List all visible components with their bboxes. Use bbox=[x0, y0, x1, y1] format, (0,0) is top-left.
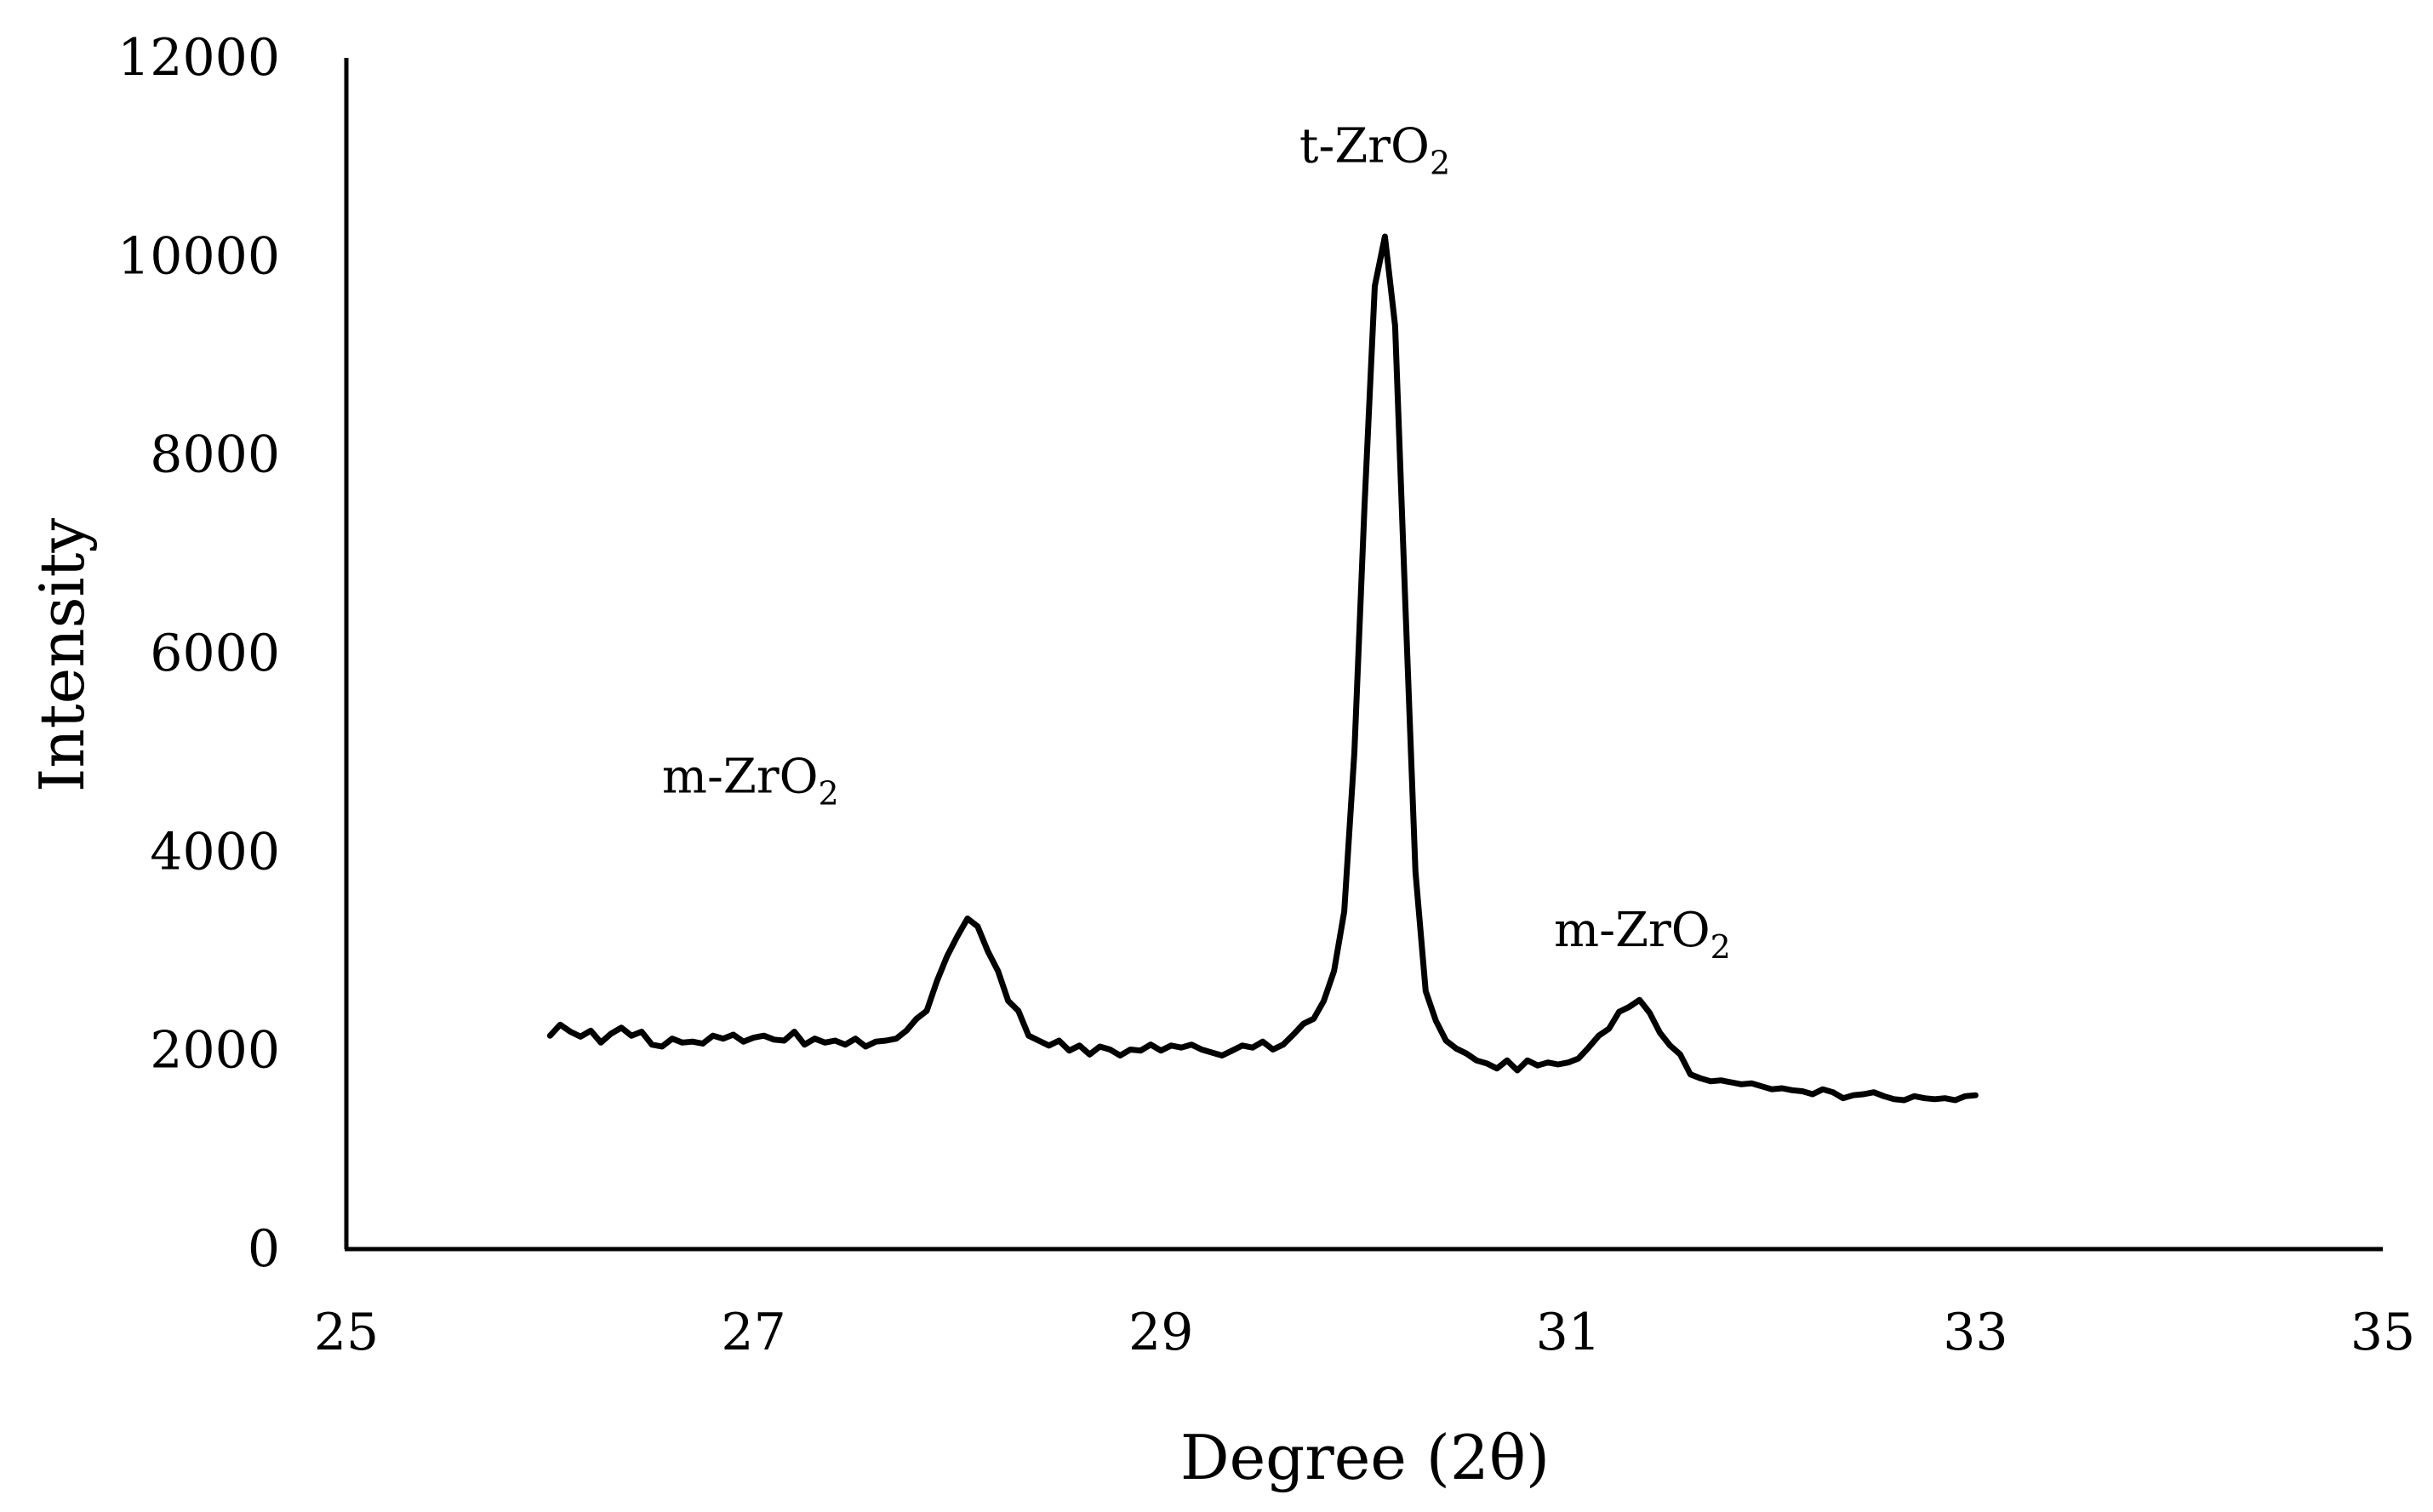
y-tick-label: 2000 bbox=[150, 1021, 280, 1081]
peak-annotation: t-ZrO2 bbox=[1299, 119, 1450, 182]
y-tick-label: 12000 bbox=[117, 28, 280, 88]
x-axis-title: Degree (2θ) bbox=[1180, 1422, 1550, 1493]
series-line bbox=[546, 233, 1979, 1104]
x-tick-label: 35 bbox=[2350, 1303, 2415, 1362]
x-tick-labels: 25 27 29 31 33 35 bbox=[314, 1303, 2415, 1362]
x-tick-label: 31 bbox=[1536, 1303, 1601, 1362]
y-axis-title: Intensity bbox=[26, 518, 98, 793]
x-tick-label: 25 bbox=[314, 1303, 379, 1362]
annotation-base: t-ZrO bbox=[1299, 119, 1430, 174]
y-tick-label: 0 bbox=[248, 1219, 280, 1279]
y-tick-label: 8000 bbox=[150, 425, 280, 485]
y-tick-label: 6000 bbox=[150, 624, 280, 683]
x-tick-label: 29 bbox=[1128, 1303, 1193, 1362]
y-tick-label: 10000 bbox=[117, 226, 280, 286]
annotation-base: m-ZrO bbox=[662, 749, 819, 804]
peak-annotation: m-ZrO2 bbox=[662, 749, 839, 812]
y-tick-labels: 0 2000 4000 6000 8000 10000 12000 bbox=[117, 28, 280, 1279]
annotation-base: m-ZrO bbox=[1554, 903, 1711, 958]
peak-annotation: m-ZrO2 bbox=[1554, 903, 1731, 966]
annotation-subscript: 2 bbox=[1430, 145, 1450, 182]
annotation-subscript: 2 bbox=[819, 774, 839, 812]
x-tick-label: 27 bbox=[721, 1303, 785, 1362]
x-tick-label: 33 bbox=[1943, 1303, 2008, 1362]
annotation-subscript: 2 bbox=[1711, 928, 1731, 966]
y-tick-label: 4000 bbox=[150, 822, 280, 882]
